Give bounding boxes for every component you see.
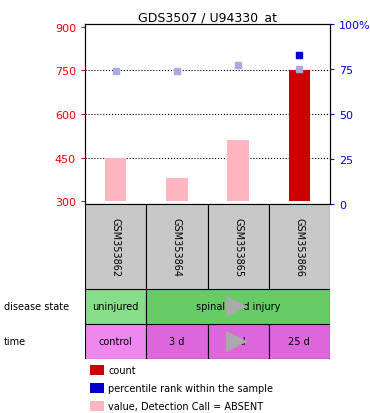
Text: control: control: [99, 337, 132, 347]
Text: value, Detection Call = ABSENT: value, Detection Call = ABSENT: [108, 401, 263, 411]
Text: GSM353862: GSM353862: [111, 217, 121, 276]
Bar: [85, 324, 146, 359]
Bar: [269, 324, 330, 359]
Text: GSM353864: GSM353864: [172, 218, 182, 276]
Text: spinal cord injury: spinal cord injury: [196, 302, 280, 312]
Bar: [208, 324, 269, 359]
Text: 25 d: 25 d: [289, 337, 310, 347]
Text: 7 d: 7 d: [231, 337, 246, 347]
Bar: [269, 204, 330, 289]
Bar: [146, 289, 330, 324]
Bar: [208, 204, 269, 289]
Bar: [146, 204, 208, 289]
Text: disease state: disease state: [4, 302, 69, 312]
Text: count: count: [108, 365, 136, 375]
Polygon shape: [226, 331, 248, 352]
Bar: [146, 324, 208, 359]
Title: GDS3507 / U94330_at: GDS3507 / U94330_at: [138, 11, 277, 24]
Text: time: time: [4, 337, 26, 347]
Polygon shape: [226, 296, 248, 318]
Text: uninjured: uninjured: [92, 302, 139, 312]
Text: 3 d: 3 d: [169, 337, 185, 347]
Text: GSM353866: GSM353866: [295, 218, 305, 276]
Bar: [228, 141, 249, 202]
Bar: [85, 289, 146, 324]
Bar: [166, 178, 188, 202]
Bar: [85, 204, 146, 289]
Text: GSM353865: GSM353865: [233, 217, 243, 276]
Bar: [289, 71, 310, 202]
Text: percentile rank within the sample: percentile rank within the sample: [108, 383, 273, 393]
Bar: [105, 158, 126, 202]
